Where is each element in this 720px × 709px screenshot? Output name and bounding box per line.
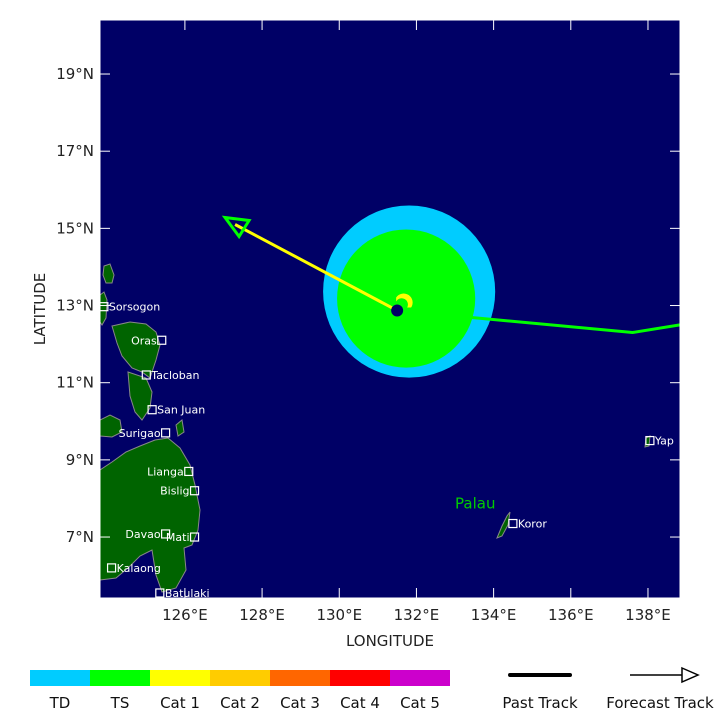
city-marker-icon xyxy=(189,486,200,496)
city-mati: Mati xyxy=(166,531,200,544)
storm-layer xyxy=(221,205,680,378)
cat1-wind-radius xyxy=(396,293,413,308)
storm-eye xyxy=(391,304,404,317)
forecast-track-legend-label: Forecast Track xyxy=(606,694,714,709)
city-label: Oras xyxy=(131,334,157,347)
city-tacloban: Tacloban xyxy=(141,369,200,382)
island xyxy=(102,263,115,284)
forecast-arrowhead-icon xyxy=(221,215,252,240)
city-marker-icon xyxy=(147,405,157,415)
city-lianga: Lianga xyxy=(147,465,194,478)
city-marker-icon xyxy=(161,428,171,438)
legend-label: Cat 1 xyxy=(160,694,200,709)
legend-swatch-cat4 xyxy=(330,670,390,686)
city-label: Lianga xyxy=(147,465,184,478)
city-marker-icon xyxy=(161,529,171,539)
city-oras: Oras xyxy=(131,334,167,347)
mindanao xyxy=(100,437,201,593)
city-marker-icon xyxy=(184,466,194,477)
city-label: Tacloban xyxy=(150,369,199,382)
legend-swatch-cat1 xyxy=(150,670,210,686)
past-track-legend-label: Past Track xyxy=(502,694,578,709)
axis-ticks: 126°E 128°E 130°E 132°E 134°E 136°E 138°E 19°N 1… xyxy=(56,20,680,624)
lon-tick-label: 136°E xyxy=(548,606,594,624)
city-label: San Juan xyxy=(157,404,205,417)
city-label: Mati xyxy=(166,531,190,544)
lat-tick-label: 7°N xyxy=(66,528,94,546)
lon-tick-label: 132°E xyxy=(394,606,440,624)
city-label: Surigao xyxy=(119,427,161,440)
city-marker-icon xyxy=(106,563,117,573)
city-bislig: Bislig xyxy=(160,485,200,498)
lon-tick-label: 134°E xyxy=(471,606,517,624)
city-marker-icon xyxy=(157,335,167,345)
region-label-palau: Palau xyxy=(455,494,495,512)
city-kalaong: Kalaong xyxy=(106,562,161,575)
luzon-tip xyxy=(100,291,108,326)
legend-label: Cat 5 xyxy=(400,694,440,709)
legend-swatch-cat2 xyxy=(210,670,270,686)
city-sorsogon: Sorsogon xyxy=(99,301,160,314)
city-marker-icon xyxy=(141,370,151,380)
lat-tick-label: 11°N xyxy=(56,374,94,392)
legend-label: Cat 3 xyxy=(280,694,320,709)
city-marker-icon xyxy=(508,518,518,529)
legend-swatch-td xyxy=(30,670,90,686)
leyte xyxy=(127,371,153,421)
city-surigao: Surigao xyxy=(119,427,171,440)
lon-tick-label: 128°E xyxy=(239,606,285,624)
city-davao: Davao xyxy=(125,528,171,541)
legend-label: TD xyxy=(49,694,71,709)
city-batulaki: Batulaki xyxy=(155,587,210,600)
legend-label: Cat 2 xyxy=(220,694,260,709)
island xyxy=(175,419,185,437)
samar xyxy=(111,321,161,379)
forecast-track-arrow-icon xyxy=(630,666,700,684)
city-koror: Koror xyxy=(508,518,547,531)
city-label: Davao xyxy=(125,528,160,541)
lat-tick-label: 17°N xyxy=(56,142,94,160)
forecast-track-line xyxy=(234,223,398,312)
land-masses xyxy=(100,263,651,593)
city-label: Kalaong xyxy=(117,562,161,575)
city-san-juan: San Juan xyxy=(147,404,205,417)
lat-tick-label: 19°N xyxy=(56,65,94,83)
legend: TD TS Cat 1 Cat 2 Cat 3 Cat 4 Cat 5 xyxy=(30,670,450,709)
city-yap: Yap xyxy=(645,435,674,448)
legend-label: Cat 4 xyxy=(340,694,380,709)
city-marker-icon xyxy=(189,532,200,542)
map-frame xyxy=(99,19,681,599)
city-label: Batulaki xyxy=(165,587,210,600)
city-marker-icon xyxy=(645,435,655,446)
city-marker-icon xyxy=(155,588,165,598)
lat-tick-label: 9°N xyxy=(66,451,94,469)
y-axis-label: LATITUDE xyxy=(31,273,49,346)
city-label: Koror xyxy=(518,518,547,531)
legend-swatch-ts xyxy=(90,670,150,686)
lat-tick-label: 13°N xyxy=(56,297,94,315)
city-label: Bislig xyxy=(160,485,189,498)
x-axis-label: LONGITUDE xyxy=(346,632,434,650)
legend-label: TS xyxy=(110,694,130,709)
city-label: Sorsogon xyxy=(109,301,160,314)
bohol xyxy=(100,414,123,438)
lon-tick-label: 126°E xyxy=(162,606,208,624)
lon-tick-label: 138°E xyxy=(625,606,671,624)
lat-tick-label: 15°N xyxy=(56,219,94,237)
city-label: Yap xyxy=(654,435,674,448)
past-track-line xyxy=(396,309,680,335)
legend-swatch-cat3 xyxy=(270,670,330,686)
lon-tick-label: 130°E xyxy=(316,606,362,624)
palau-islands xyxy=(496,511,511,539)
legend-swatch-cat5 xyxy=(390,670,450,686)
city-markers: Sorsogon Oras Tacloban San Juan Surigao Liang… xyxy=(99,301,674,600)
